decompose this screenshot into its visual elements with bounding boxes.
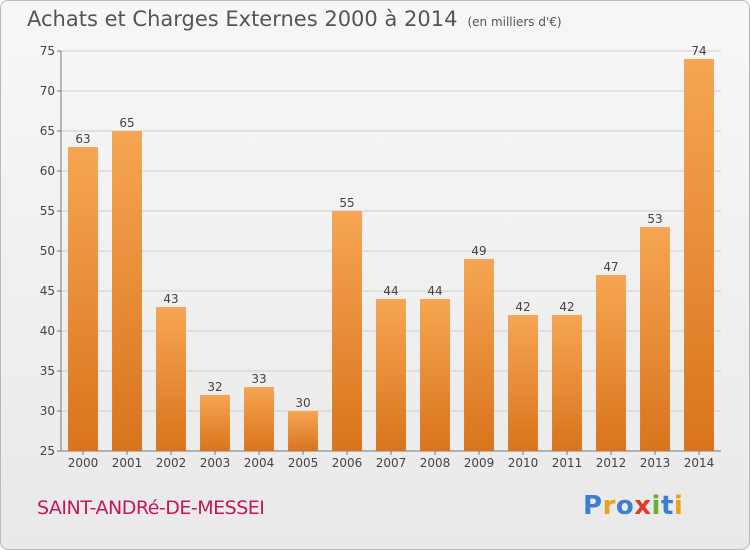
y-tick-label: 75 xyxy=(40,44,55,58)
logo-letter: r xyxy=(602,491,616,521)
y-tick-label: 65 xyxy=(40,124,55,138)
data-label-2000: 63 xyxy=(75,132,90,146)
y-tick-label: 30 xyxy=(40,404,55,418)
data-label-2007: 44 xyxy=(383,284,398,298)
logo-letter: P xyxy=(583,491,603,521)
bar-2000 xyxy=(68,147,98,451)
y-tick-label: 45 xyxy=(40,284,55,298)
data-label-2010: 42 xyxy=(515,300,530,314)
x-tick-label-2007: 2007 xyxy=(376,456,407,470)
proxiti-logo[interactable]: Proxiti xyxy=(583,491,683,521)
x-tick-label-2011: 2011 xyxy=(552,456,583,470)
labels: 25 30 35 40 45 50 55 60 65 70 75 63 2000 65 2001 43 2002… xyxy=(40,44,715,470)
data-label-2013: 53 xyxy=(647,212,662,226)
y-tick-label: 60 xyxy=(40,164,55,178)
chart-subtitle: (en milliers d'€) xyxy=(467,15,562,29)
bar-2006 xyxy=(332,211,362,451)
bar-2012 xyxy=(596,275,626,451)
y-tick-label: 70 xyxy=(40,84,55,98)
bar-2008 xyxy=(420,299,450,451)
logo-letter: i xyxy=(651,491,661,521)
x-tick-label-2003: 2003 xyxy=(200,456,231,470)
y-tick-label: 55 xyxy=(40,204,55,218)
logo-letter: o xyxy=(615,491,635,521)
x-tick-label-2013: 2013 xyxy=(640,456,671,470)
data-label-2002: 43 xyxy=(163,292,178,306)
bar-2010 xyxy=(508,315,538,451)
y-tick-label: 35 xyxy=(40,364,55,378)
x-tick-label-2000: 2000 xyxy=(68,456,99,470)
data-label-2008: 44 xyxy=(427,284,442,298)
x-tick-label-2010: 2010 xyxy=(508,456,539,470)
x-tick-label-2014: 2014 xyxy=(684,456,715,470)
data-label-2011: 42 xyxy=(559,300,574,314)
bar-2009 xyxy=(464,259,494,451)
chart-title-text: Achats et Charges Externes 2000 à 2014 xyxy=(27,7,458,31)
logo-letter: x xyxy=(634,491,652,521)
x-tick-label-2009: 2009 xyxy=(464,456,495,470)
data-label-2005: 30 xyxy=(295,396,310,410)
data-label-2006: 55 xyxy=(339,196,354,210)
x-tick-label-2006: 2006 xyxy=(332,456,363,470)
x-tick-label-2012: 2012 xyxy=(596,456,627,470)
x-tick-label-2004: 2004 xyxy=(244,456,275,470)
bar-2001 xyxy=(112,131,142,451)
y-tick-label: 25 xyxy=(40,444,55,458)
bar-2002 xyxy=(156,307,186,451)
bar-2003 xyxy=(200,395,230,451)
data-label-2012: 47 xyxy=(603,260,618,274)
place-name: SAINT-ANDRé-DE-MESSEI xyxy=(37,497,265,519)
chart-title: Achats et Charges Externes 2000 à 2014 (e… xyxy=(27,7,562,31)
data-label-2004: 33 xyxy=(251,372,266,386)
bar-2007 xyxy=(376,299,406,451)
y-tick-label: 50 xyxy=(40,244,55,258)
bar-2014 xyxy=(684,59,714,451)
bar-2013 xyxy=(640,227,670,451)
bars xyxy=(68,59,714,451)
x-tick-label-2005: 2005 xyxy=(288,456,319,470)
logo-letter: t xyxy=(660,491,674,521)
x-tick-label-2001: 2001 xyxy=(112,456,143,470)
logo-letter: i xyxy=(673,491,684,521)
data-label-2001: 65 xyxy=(119,116,134,130)
y-tick-label: 40 xyxy=(40,324,55,338)
bar-2011 xyxy=(552,315,582,451)
x-tick-label-2008: 2008 xyxy=(420,456,451,470)
bar-2005 xyxy=(288,411,318,451)
data-label-2014: 74 xyxy=(691,44,706,58)
bar-2004 xyxy=(244,387,274,451)
x-tick-label-2002: 2002 xyxy=(156,456,187,470)
data-label-2009: 49 xyxy=(471,244,486,258)
data-label-2003: 32 xyxy=(207,380,222,394)
